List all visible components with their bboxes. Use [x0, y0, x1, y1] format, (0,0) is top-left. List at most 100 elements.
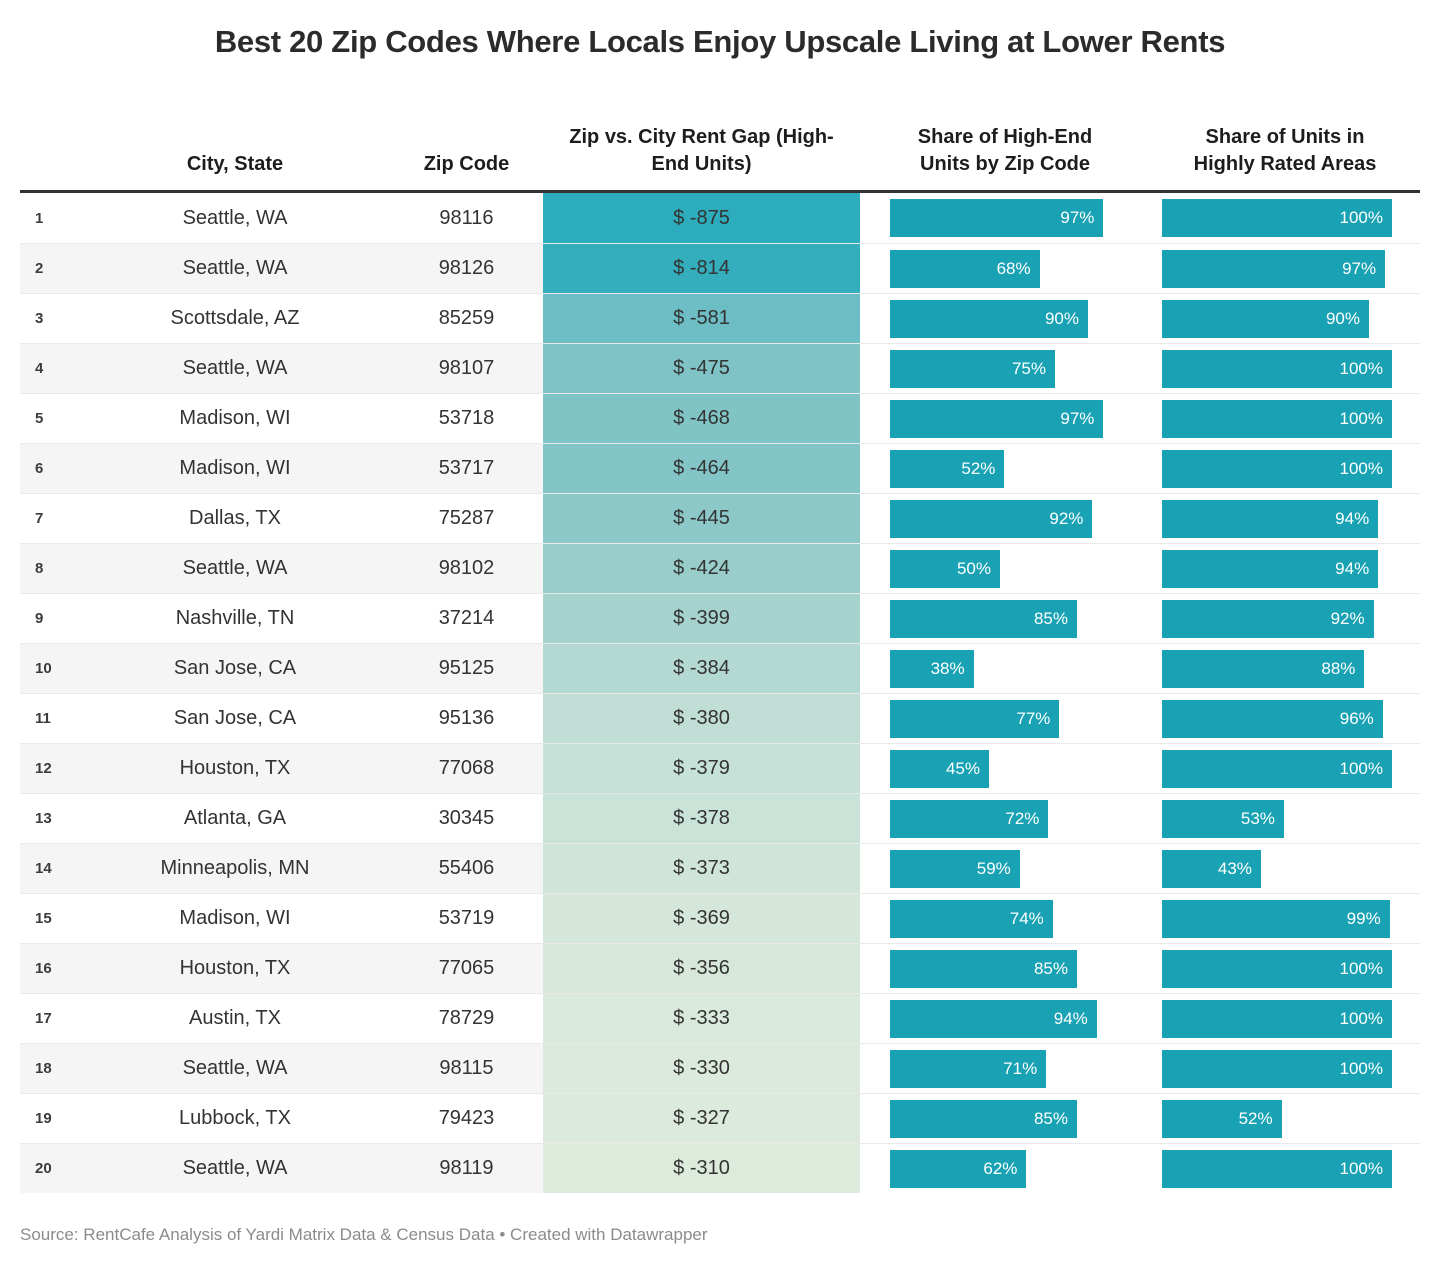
rated-share-bar: 52% [1162, 1099, 1282, 1138]
rated-share-bar: 88% [1162, 649, 1365, 688]
rated-share-cell: 100% [1150, 1044, 1420, 1093]
header-high-end-share: Share of High-End Units by Zip Code [917, 126, 1093, 175]
high-end-share-value: 45% [945, 758, 980, 778]
high-end-share-bar: 85% [890, 1099, 1077, 1138]
rent-gap-heatmap-cell: $ -468 [543, 394, 860, 443]
zip-code-cell: 75287 [438, 507, 495, 529]
rent-gap-heatmap-cell: $ -330 [543, 1044, 860, 1093]
rank-cell: 15 [35, 910, 52, 927]
rank-cell: 16 [20, 944, 80, 993]
high-end-share-value: 97% [1060, 208, 1095, 227]
city-state-cell: Madison, WI [179, 407, 291, 429]
high-end-share-value: 50% [956, 558, 991, 578]
high-end-share-cell: 75% [860, 344, 1150, 393]
table-row: 10 San Jose, CA 95125 $ -384 38% 88% [20, 643, 1420, 693]
high-end-share-cell: 72% [860, 794, 1150, 843]
rated-share-cell: 52% [1150, 1094, 1420, 1143]
rated-share-bar: 100% [1162, 749, 1392, 788]
high-end-share-bar: 45% [890, 749, 989, 788]
high-end-share-cell: 97% [860, 193, 1150, 243]
table-row: 2 Seattle, WA 98126 $ -814 68% 97% [20, 243, 1420, 293]
rent-gap-heatmap-cell: $ -445 [543, 494, 860, 543]
rated-share-value: 96% [1339, 708, 1374, 728]
zip-code-cell: 98119 [390, 1144, 543, 1193]
rated-share-value: 100% [1339, 758, 1383, 778]
high-end-share-value: 92% [1049, 508, 1084, 528]
rank-cell: 19 [35, 1110, 52, 1127]
rank-cell: 9 [35, 610, 44, 627]
rank-cell: 3 [35, 310, 44, 327]
city-state-cell: Seattle, WA [80, 544, 390, 593]
high-end-share-value: 74% [1009, 908, 1044, 928]
city-state-cell: Madison, WI [179, 907, 291, 929]
rated-share-value: 97% [1342, 258, 1377, 278]
high-end-share-bar: 85% [890, 599, 1077, 638]
table-row: 20 Seattle, WA 98119 $ -310 62% 100% [20, 1143, 1420, 1193]
high-end-share-cell: 71% [860, 1044, 1150, 1093]
rent-gap-heatmap-cell: $ -464 [543, 444, 860, 493]
table-row: 5 Madison, WI 53718 $ -468 97% 100% [20, 393, 1420, 443]
city-state-cell: Austin, TX [189, 1007, 281, 1029]
high-end-share-cell: 85% [860, 944, 1150, 993]
rent-gap-heatmap-cell: $ -814 [543, 244, 860, 293]
rated-share-cell: 100% [1150, 944, 1420, 993]
zip-code-cell: 98102 [390, 544, 543, 593]
rated-share-value: 90% [1325, 308, 1360, 328]
zip-code-cell: 77065 [390, 944, 543, 993]
high-end-share-bar: 62% [890, 1149, 1027, 1188]
rated-share-value: 92% [1330, 608, 1365, 628]
high-end-share-value: 52% [961, 458, 996, 478]
high-end-share-cell: 85% [860, 594, 1150, 643]
rent-gap-heatmap-cell: $ -424 [543, 544, 860, 593]
rank-cell: 13 [35, 810, 52, 827]
rated-share-value: 100% [1339, 1058, 1383, 1078]
high-end-share-cell: 94% [860, 994, 1150, 1043]
rated-share-bar: 53% [1162, 799, 1284, 838]
zip-code-cell: 37214 [438, 607, 495, 629]
high-end-share-value: 68% [996, 258, 1031, 278]
rated-share-value: 100% [1339, 1158, 1383, 1178]
header-rent-gap: Zip vs. City Rent Gap (High-End Units) [569, 126, 834, 175]
rent-gap-heatmap-cell: $ -327 [543, 1094, 860, 1143]
high-end-share-value: 72% [1005, 808, 1040, 828]
table-row: 18 Seattle, WA 98115 $ -330 71% 100% [20, 1043, 1420, 1093]
chart-title: Best 20 Zip Codes Where Locals Enjoy Ups… [214, 24, 1226, 59]
rated-share-value: 100% [1339, 1008, 1383, 1028]
high-end-share-cell: 52% [860, 444, 1150, 493]
rated-share-value: 94% [1335, 508, 1370, 528]
table-row: 12 Houston, TX 77068 $ -379 45% 100% [20, 743, 1420, 793]
high-end-share-bar: 85% [890, 949, 1077, 988]
city-state-cell: Atlanta, GA [183, 807, 287, 829]
rated-share-bar: 92% [1162, 599, 1374, 638]
rank-cell: 14 [20, 844, 80, 893]
table-row: 6 Madison, WI 53717 $ -464 52% 100% [20, 443, 1420, 493]
rent-gap-heatmap-cell: $ -581 [543, 294, 860, 343]
rated-share-cell: 100% [1150, 994, 1420, 1043]
rent-gap-heatmap-cell: $ -373 [543, 844, 860, 893]
zip-code-cell: 53717 [390, 444, 543, 493]
table-row: 7 Dallas, TX 75287 $ -445 92% 94% [20, 493, 1420, 543]
high-end-share-cell: 85% [860, 1094, 1150, 1143]
rated-share-cell: 99% [1150, 894, 1420, 943]
city-state-cell: Seattle, WA [80, 244, 390, 293]
high-end-share-cell: 50% [860, 544, 1150, 593]
rank-cell: 18 [20, 1044, 80, 1093]
high-end-share-bar: 72% [890, 799, 1049, 838]
high-end-share-value: 59% [976, 858, 1011, 878]
city-state-cell: Nashville, TN [175, 607, 295, 629]
table-row: 14 Minneapolis, MN 55406 $ -373 59% 43% [20, 843, 1420, 893]
high-end-share-cell: 77% [860, 694, 1150, 743]
zip-code-cell: 78729 [438, 1007, 495, 1029]
zip-code-cell: 53718 [438, 407, 495, 429]
high-end-share-cell: 90% [860, 294, 1150, 343]
rent-gap-heatmap-cell: $ -310 [543, 1144, 860, 1193]
high-end-share-bar: 92% [890, 499, 1093, 538]
high-end-share-bar: 90% [890, 299, 1088, 338]
table-header-row: City, State Zip Code Zip vs. City Rent G… [20, 60, 1420, 193]
table-row: 9 Nashville, TN 37214 $ -399 85% 92% [20, 593, 1420, 643]
rank-cell: 10 [20, 644, 80, 693]
header-rank [20, 177, 80, 190]
high-end-share-bar: 59% [890, 849, 1020, 888]
city-state-cell: Houston, TX [80, 744, 390, 793]
city-state-cell: Dallas, TX [189, 507, 281, 529]
